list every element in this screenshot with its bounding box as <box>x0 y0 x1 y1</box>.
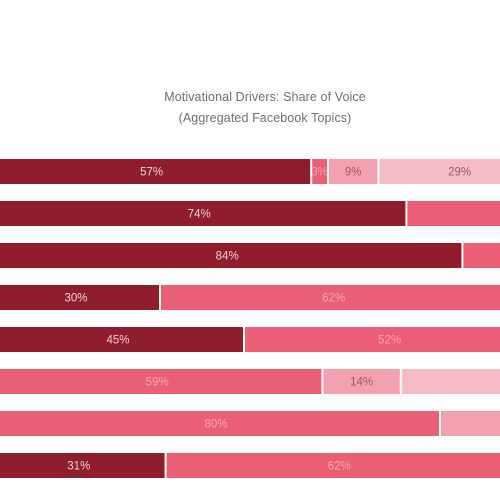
bar-segment <box>161 285 500 310</box>
data-label: 74% <box>188 209 211 221</box>
data-label: 31% <box>67 461 90 473</box>
bar-segment <box>0 369 322 394</box>
data-label: 62% <box>322 293 345 305</box>
data-label: 29% <box>448 167 471 179</box>
bar-segment <box>0 327 243 352</box>
bar-segment <box>407 201 500 226</box>
data-label: 84% <box>216 251 239 263</box>
bar-segment <box>312 159 327 184</box>
data-label: 57% <box>140 167 163 179</box>
bar-segment <box>379 159 500 184</box>
bar-segment <box>0 159 311 184</box>
data-label: 80% <box>204 419 227 431</box>
bar-segment <box>0 411 439 436</box>
bar-segment <box>0 285 159 310</box>
bar-segment <box>463 243 500 268</box>
bar-segment <box>0 201 406 226</box>
bar-segment <box>401 369 500 394</box>
data-label: 45% <box>106 335 129 347</box>
bar-segment <box>0 453 165 478</box>
bar-segment <box>441 411 500 436</box>
data-label: 62% <box>328 461 351 473</box>
data-label: 59% <box>146 377 169 389</box>
bar-segment <box>166 453 500 478</box>
data-label: 9% <box>345 167 362 179</box>
bar-segment <box>323 369 400 394</box>
chart-subtitle: (Aggregated Facebook Topics) <box>178 111 352 125</box>
data-label: 30% <box>64 293 87 305</box>
data-label: 52% <box>378 335 401 347</box>
bar-segment <box>0 243 462 268</box>
data-label: 14% <box>350 377 373 389</box>
chart-title: Motivational Drivers: Share of Voice <box>164 90 366 104</box>
bar-segment <box>245 327 500 352</box>
data-label: 3% <box>311 167 328 179</box>
bar-segment <box>329 159 378 184</box>
